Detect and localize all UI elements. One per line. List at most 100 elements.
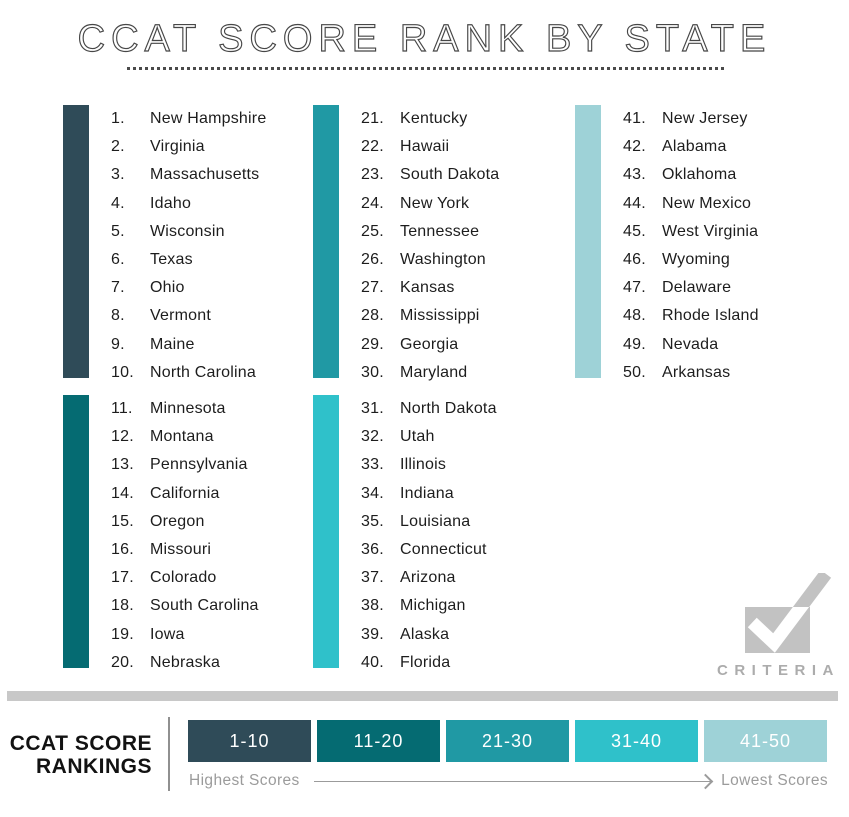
rank-number: 48. bbox=[623, 307, 646, 325]
state-name: Maine bbox=[150, 335, 195, 353]
rank-number: 18. bbox=[111, 597, 134, 615]
legend-bucket-11-20: 11-20 bbox=[317, 720, 440, 762]
rank-number: 14. bbox=[111, 484, 134, 502]
state-rank-row: 40. Florida bbox=[361, 649, 497, 677]
rank-number: 17. bbox=[111, 569, 134, 587]
state-rank-row: 50. Arkansas bbox=[623, 359, 759, 387]
state-name: Wyoming bbox=[662, 251, 730, 269]
state-name: Delaware bbox=[662, 279, 732, 297]
rank-number: 29. bbox=[361, 335, 384, 353]
state-rank-row: 44. New Mexico bbox=[623, 190, 759, 218]
state-name: Louisiana bbox=[400, 512, 471, 530]
state-name: Arizona bbox=[400, 569, 456, 587]
rank-number: 15. bbox=[111, 512, 134, 530]
state-rank-row: 7. Ohio bbox=[111, 274, 266, 302]
state-rank-row: 32. Utah bbox=[361, 423, 497, 451]
rank-number: 42. bbox=[623, 138, 646, 156]
rank-group-11-20: 11. Minnesota 12. Montana 13. Pennsylvania 14.… bbox=[63, 395, 266, 677]
state-name: Indiana bbox=[400, 484, 454, 502]
rank-number: 31. bbox=[361, 400, 384, 418]
rank-number: 35. bbox=[361, 512, 384, 530]
rank-column-3: 41. New Jersey 42. Alabama 43. Oklahoma 44. New… bbox=[575, 105, 759, 395]
state-rank-row: 29. Georgia bbox=[361, 331, 499, 359]
rank-number: 19. bbox=[111, 625, 134, 643]
rank-number: 7. bbox=[111, 279, 125, 297]
state-rank-row: 45. West Virginia bbox=[623, 218, 759, 246]
state-name: New York bbox=[400, 194, 470, 212]
rank-number: 49. bbox=[623, 335, 646, 353]
rank-group-1-10: 1. New Hampshire 2. Virginia 3. Massachusetts… bbox=[63, 105, 266, 387]
state-name: Alabama bbox=[662, 138, 727, 156]
state-rank-row: 3. Massachusetts bbox=[111, 161, 266, 189]
rank-number: 3. bbox=[111, 166, 125, 184]
state-rank-row: 10. North Carolina bbox=[111, 359, 266, 387]
rank-number: 34. bbox=[361, 484, 384, 502]
rank-number: 38. bbox=[361, 597, 384, 615]
state-name: California bbox=[150, 484, 220, 502]
state-rank-row: 13. Pennsylvania bbox=[111, 451, 259, 479]
rank-number: 20. bbox=[111, 653, 134, 671]
rank-list-1-10: 1. New Hampshire 2. Virginia 3. Massachusetts… bbox=[89, 105, 266, 387]
state-name: Massachusetts bbox=[150, 166, 260, 184]
state-name: Vermont bbox=[150, 307, 211, 325]
score-scale: Highest Scores Lowest Scores bbox=[189, 772, 828, 790]
rank-number: 4. bbox=[111, 194, 125, 212]
rank-number: 11. bbox=[111, 400, 133, 418]
legend-bucket-1-10: 1-10 bbox=[188, 720, 311, 762]
state-rank-row: 33. Illinois bbox=[361, 451, 497, 479]
state-rank-row: 2. Virginia bbox=[111, 133, 266, 161]
state-name: Georgia bbox=[400, 335, 459, 353]
rank-number: 2. bbox=[111, 138, 125, 156]
state-name: Mississippi bbox=[400, 307, 480, 325]
state-rank-row: 11. Minnesota bbox=[111, 395, 259, 423]
rank-number: 39. bbox=[361, 625, 384, 643]
legend-heading: CCAT SCORE RANKINGS bbox=[0, 732, 152, 778]
rank-list-41-50: 41. New Jersey 42. Alabama 43. Oklahoma 44. New… bbox=[601, 105, 759, 387]
state-rank-row: 39. Alaska bbox=[361, 621, 497, 649]
rank-number: 40. bbox=[361, 653, 384, 671]
state-name: Connecticut bbox=[400, 541, 487, 559]
rank-number: 24. bbox=[361, 194, 384, 212]
rank-number: 50. bbox=[623, 363, 646, 381]
state-rank-row: 1. New Hampshire bbox=[111, 105, 266, 133]
state-name: Nevada bbox=[662, 335, 719, 353]
state-name: Virginia bbox=[150, 138, 205, 156]
state-name: Nebraska bbox=[150, 653, 221, 671]
rank-group-bar-11-20 bbox=[63, 395, 89, 669]
state-name: Wisconsin bbox=[150, 222, 225, 240]
state-rank-row: 42. Alabama bbox=[623, 133, 759, 161]
rank-number: 16. bbox=[111, 541, 134, 559]
rank-number: 22. bbox=[361, 138, 384, 156]
state-rank-row: 49. Nevada bbox=[623, 331, 759, 359]
state-rank-row: 9. Maine bbox=[111, 331, 266, 359]
rank-number: 5. bbox=[111, 222, 125, 240]
highest-scores-label: Highest Scores bbox=[189, 772, 300, 789]
state-name: South Dakota bbox=[400, 166, 500, 184]
rank-number: 43. bbox=[623, 166, 646, 184]
arrow-head-icon bbox=[697, 773, 714, 789]
state-name: Florida bbox=[400, 653, 451, 671]
rank-number: 10. bbox=[111, 363, 134, 381]
rank-number: 8. bbox=[111, 307, 125, 325]
rank-number: 26. bbox=[361, 251, 384, 269]
rank-group-bar-31-40 bbox=[313, 395, 339, 669]
state-name: Texas bbox=[150, 251, 193, 269]
state-rank-row: 14. California bbox=[111, 480, 259, 508]
rank-number: 21. bbox=[361, 110, 384, 127]
state-rank-row: 31. North Dakota bbox=[361, 395, 497, 423]
rank-group-bar-41-50 bbox=[575, 105, 601, 378]
state-rank-row: 19. Iowa bbox=[111, 621, 259, 649]
state-rank-row: 37. Arizona bbox=[361, 564, 497, 592]
checkbox-check-icon bbox=[745, 573, 832, 653]
state-rank-row: 36. Connecticut bbox=[361, 536, 497, 564]
state-name: North Dakota bbox=[400, 400, 497, 418]
rank-group-31-40: 31. North Dakota 32. Utah 33. Illinois 34. Indi… bbox=[313, 395, 499, 677]
state-rank-row: 23. South Dakota bbox=[361, 161, 499, 189]
rank-number: 41. bbox=[623, 110, 646, 127]
state-name: West Virginia bbox=[662, 222, 759, 240]
state-name: New Hampshire bbox=[150, 110, 267, 127]
state-rank-row: 25. Tennessee bbox=[361, 218, 499, 246]
state-rank-row: 5. Wisconsin bbox=[111, 218, 266, 246]
state-name: Maryland bbox=[400, 363, 468, 381]
